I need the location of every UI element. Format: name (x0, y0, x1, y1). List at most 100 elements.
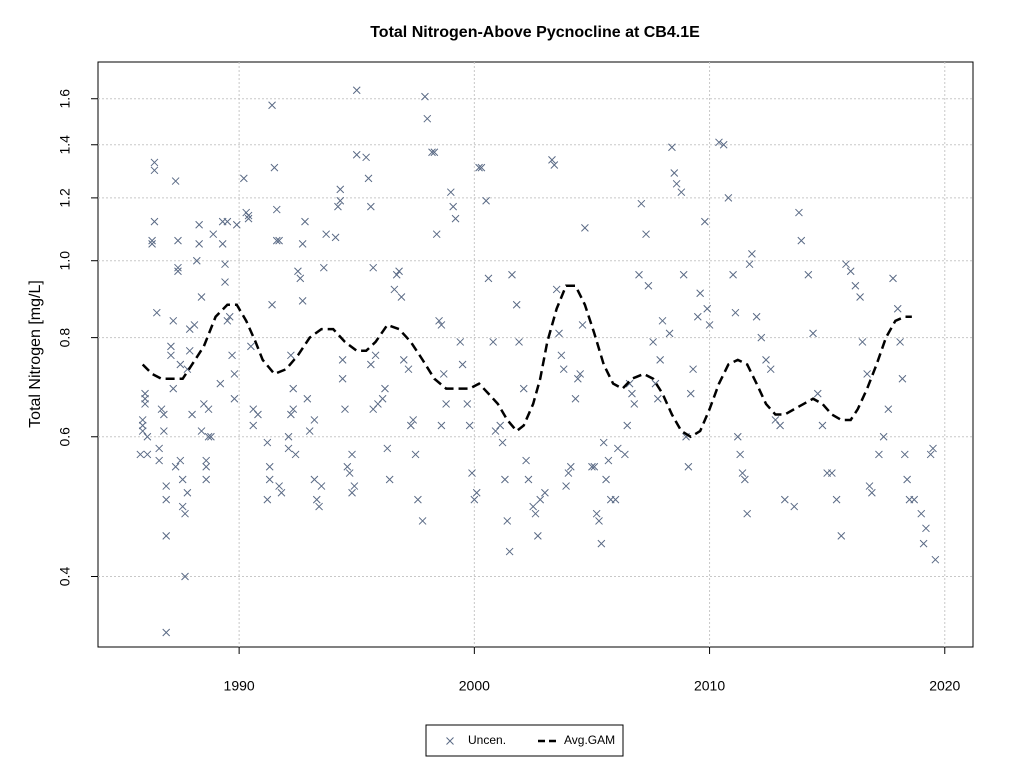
data-point (766, 365, 775, 374)
data-point (733, 432, 742, 441)
data-point (621, 450, 629, 459)
data-point (263, 495, 272, 504)
data-point (731, 308, 740, 317)
data-point (202, 475, 211, 484)
legend (425, 724, 624, 757)
data-point (392, 270, 401, 279)
data-point (378, 394, 387, 403)
data-point (197, 427, 206, 435)
data-point (230, 370, 239, 378)
data-point (209, 230, 218, 239)
data-point (475, 163, 483, 172)
data-point (689, 365, 697, 374)
data-point (162, 628, 171, 637)
data-point (437, 421, 446, 430)
data-point (178, 475, 187, 484)
data-point (162, 532, 171, 540)
data-point (383, 444, 392, 453)
data-point (684, 462, 693, 471)
data-point (458, 360, 467, 369)
data-point (341, 405, 349, 414)
data-point (693, 312, 702, 321)
data-point (555, 329, 563, 338)
data-point (748, 250, 756, 258)
data-point (150, 217, 159, 226)
data-point (613, 444, 622, 453)
data-point (230, 394, 239, 403)
data-point (865, 482, 874, 490)
y-tick-label: 0.8 (57, 328, 73, 348)
data-point (926, 450, 935, 459)
data-point (842, 260, 850, 269)
data-point (649, 338, 657, 346)
data-point (533, 532, 542, 540)
data-point (239, 174, 248, 183)
data-point (559, 365, 568, 374)
legend-label: Uncen. (468, 733, 506, 747)
data-point (701, 217, 709, 226)
data-point (294, 267, 302, 276)
data-point (409, 416, 418, 424)
data-point (150, 166, 159, 175)
data-point (287, 410, 295, 419)
data-point (352, 86, 361, 95)
data-point (837, 532, 846, 540)
data-point (623, 421, 632, 430)
data-point (298, 240, 307, 248)
data-point (336, 196, 345, 205)
data-point (143, 450, 152, 459)
data-point (148, 240, 156, 248)
data-point (797, 236, 806, 245)
data-point (832, 495, 841, 504)
data-point (322, 230, 331, 239)
data-point (931, 555, 940, 564)
data-point (566, 462, 575, 471)
data-point (160, 410, 168, 419)
data-point (512, 300, 521, 309)
data-point (498, 438, 507, 447)
data-point (192, 256, 201, 265)
data-point (752, 312, 761, 321)
data-point (150, 158, 159, 167)
data-point (736, 450, 744, 459)
data-point (715, 138, 723, 147)
data-point (705, 321, 714, 329)
data-point (381, 384, 389, 393)
data-point (439, 370, 448, 378)
data-point (903, 475, 911, 484)
data-point (446, 188, 455, 197)
data-point (564, 469, 573, 477)
data-point (225, 312, 234, 321)
data-point (703, 304, 712, 313)
data-point (195, 240, 203, 248)
data-point (515, 338, 523, 346)
data-point (181, 509, 189, 518)
data-point (338, 374, 347, 383)
data-point (889, 274, 897, 283)
data-point (247, 342, 255, 351)
data-point (406, 421, 415, 430)
data-point (430, 148, 439, 157)
data-point (176, 360, 185, 369)
data-point (188, 410, 196, 419)
data-point (296, 274, 305, 283)
data-point (602, 475, 610, 484)
data-point (305, 427, 314, 435)
data-point (287, 351, 295, 360)
data-point (637, 199, 646, 208)
data-point (468, 469, 476, 477)
y-tick-label: 0.6 (57, 427, 73, 447)
data-point (597, 539, 606, 548)
data-point (875, 450, 883, 459)
data-point (162, 495, 171, 504)
data-point (719, 140, 728, 149)
data-point (141, 389, 149, 398)
data-point (472, 488, 481, 497)
data-point (138, 421, 147, 430)
data-point (362, 153, 370, 162)
data-point (484, 274, 493, 283)
data-point (858, 338, 867, 346)
data-point (221, 260, 229, 269)
data-point (656, 356, 665, 364)
x-tick-label: 2000 (459, 678, 490, 694)
